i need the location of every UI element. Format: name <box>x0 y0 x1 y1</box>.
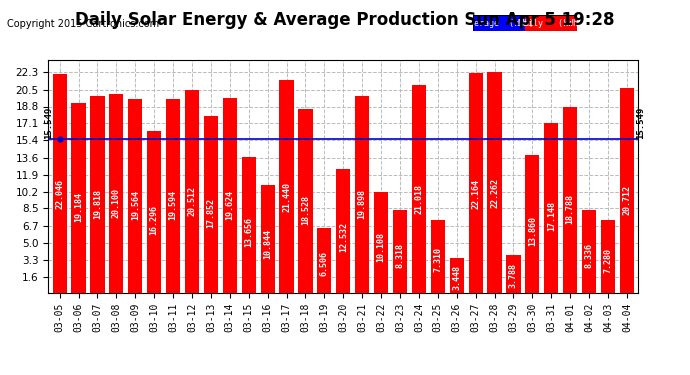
Bar <box>166 99 180 292</box>
Text: 20.712: 20.712 <box>622 185 631 215</box>
Text: 22.046: 22.046 <box>55 179 64 209</box>
Text: 17.148: 17.148 <box>546 201 555 231</box>
Bar <box>204 116 218 292</box>
Bar <box>525 15 577 31</box>
Text: 18.788: 18.788 <box>566 194 575 224</box>
Bar <box>450 258 464 292</box>
Text: 8.336: 8.336 <box>584 243 593 268</box>
Text: 6.506: 6.506 <box>320 251 329 276</box>
Bar <box>355 96 369 292</box>
Text: 21.018: 21.018 <box>415 184 424 214</box>
Text: 21.440: 21.440 <box>282 182 291 212</box>
Text: 19.184: 19.184 <box>74 192 83 222</box>
Bar <box>336 168 351 292</box>
Bar <box>563 106 578 292</box>
Bar <box>601 220 615 292</box>
Text: 20.100: 20.100 <box>112 188 121 218</box>
Bar <box>90 96 105 292</box>
Bar <box>128 99 142 292</box>
Bar <box>582 210 596 292</box>
Text: Average  (kWh): Average (kWh) <box>464 18 533 28</box>
Text: 7.310: 7.310 <box>433 248 442 273</box>
Bar <box>469 73 483 292</box>
Bar <box>185 90 199 292</box>
Bar <box>52 74 67 292</box>
Text: 8.318: 8.318 <box>395 243 404 268</box>
Text: 17.852: 17.852 <box>206 198 215 228</box>
Bar <box>620 88 634 292</box>
Bar <box>72 103 86 292</box>
Text: 3.448: 3.448 <box>452 265 461 290</box>
Text: 15.549: 15.549 <box>44 106 53 139</box>
Bar <box>279 80 294 292</box>
Text: 22.262: 22.262 <box>490 178 499 209</box>
Text: 19.594: 19.594 <box>168 190 177 220</box>
Text: Daily   (kWh): Daily (kWh) <box>518 18 583 28</box>
Bar <box>544 123 558 292</box>
Bar <box>525 155 540 292</box>
Text: 19.818: 19.818 <box>93 189 102 219</box>
Text: 12.532: 12.532 <box>339 222 348 252</box>
Bar <box>223 98 237 292</box>
Text: 15.549: 15.549 <box>635 106 645 139</box>
Bar <box>374 192 388 292</box>
Text: 22.164: 22.164 <box>471 179 480 209</box>
Text: 10.844: 10.844 <box>263 229 272 259</box>
Text: 20.512: 20.512 <box>188 186 197 216</box>
Text: 3.788: 3.788 <box>509 263 518 288</box>
Text: 13.860: 13.860 <box>528 216 537 246</box>
Bar <box>109 94 124 292</box>
Text: 13.656: 13.656 <box>244 217 253 247</box>
Bar <box>431 220 445 292</box>
Bar <box>412 84 426 292</box>
Text: Copyright 2015 Cartronics.com: Copyright 2015 Cartronics.com <box>7 19 159 29</box>
Bar <box>241 158 256 292</box>
Text: 10.108: 10.108 <box>377 232 386 262</box>
Text: 7.280: 7.280 <box>604 248 613 273</box>
Bar <box>506 255 520 292</box>
Text: 16.296: 16.296 <box>150 205 159 235</box>
Text: 19.564: 19.564 <box>131 190 140 220</box>
Bar <box>261 185 275 292</box>
Bar <box>317 228 331 292</box>
Bar <box>473 15 524 31</box>
Text: Daily Solar Energy & Average Production Sun Apr 5 19:28: Daily Solar Energy & Average Production … <box>75 11 615 29</box>
Bar <box>393 210 407 292</box>
Text: 19.898: 19.898 <box>357 189 366 219</box>
Bar <box>147 131 161 292</box>
Text: 19.624: 19.624 <box>226 190 235 220</box>
Bar <box>487 72 502 292</box>
Text: 18.528: 18.528 <box>301 195 310 225</box>
Bar <box>298 109 313 292</box>
